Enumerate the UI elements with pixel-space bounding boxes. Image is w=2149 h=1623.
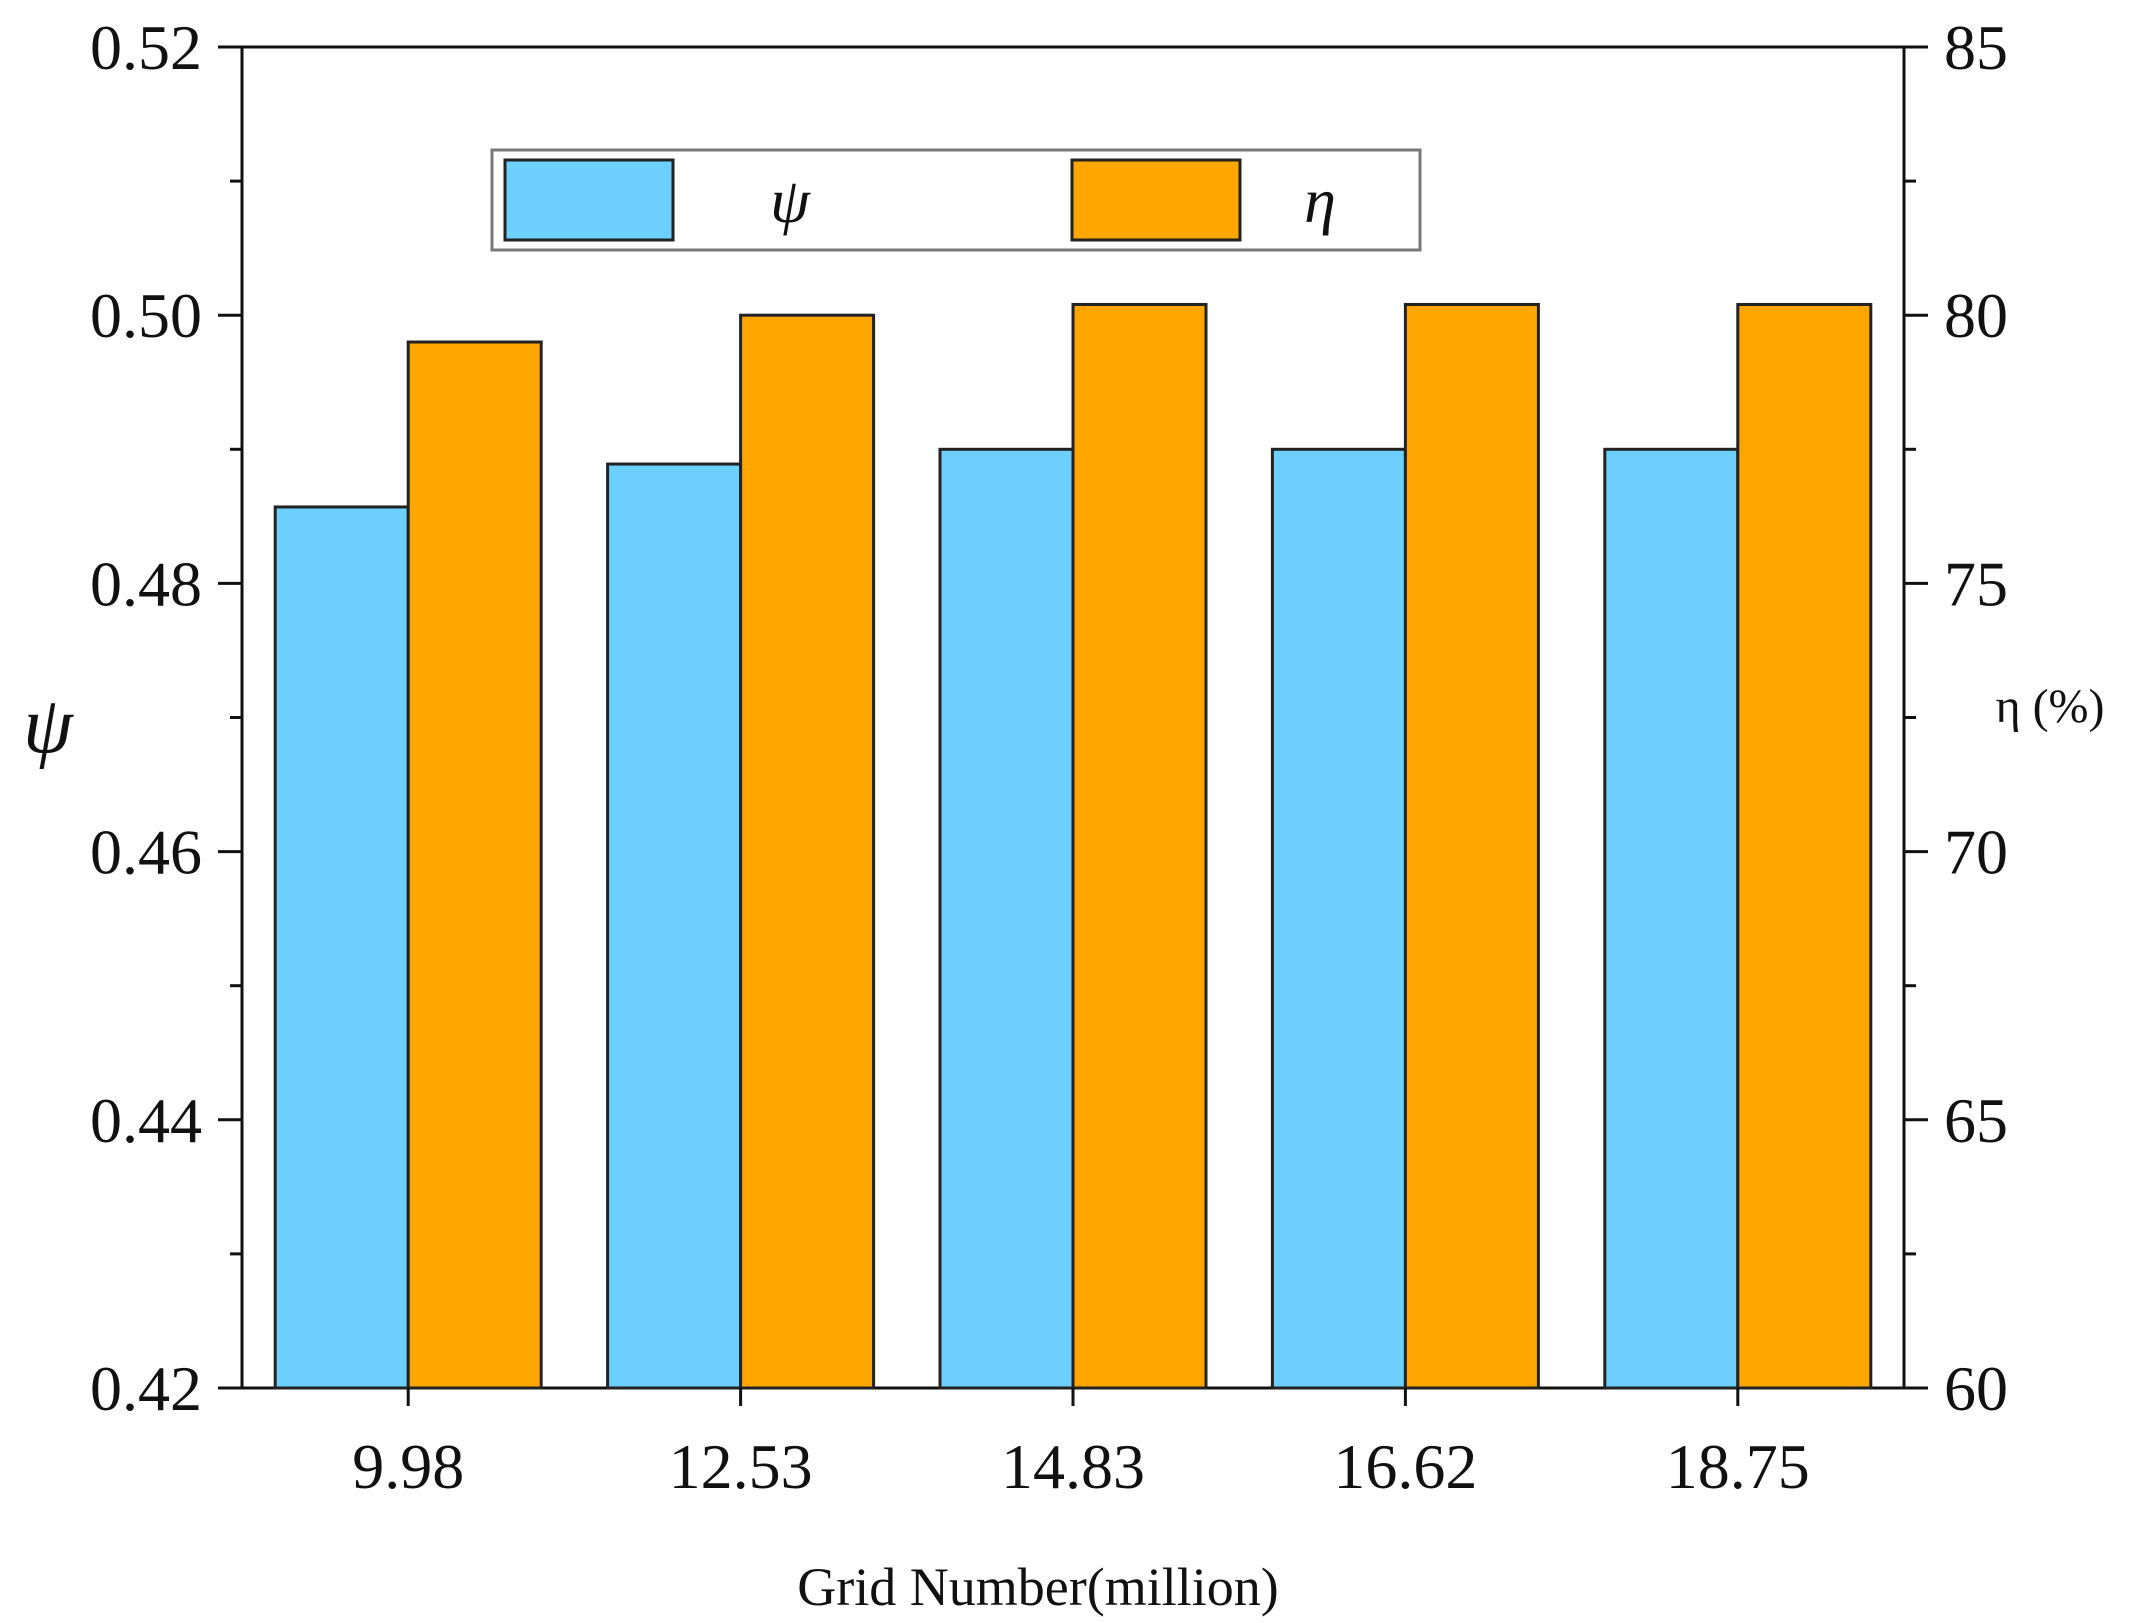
bar-psi-9.98: [273, 505, 410, 1390]
x-tick-label: 12.53: [669, 1431, 813, 1502]
y-right-tick-label: 75: [1944, 548, 2008, 619]
bar-psi-18.75: [1603, 447, 1740, 1390]
bar-psi-14.83: [938, 447, 1075, 1390]
y-right-tick-label: 70: [1944, 817, 2008, 888]
y-left-tick-label: 0.46: [90, 817, 202, 888]
y-left-tick-label: 0.44: [90, 1085, 202, 1156]
y-axis-left-title: ψ: [23, 682, 74, 770]
bar-eta-9.98: [406, 340, 543, 1390]
ticks-group: 9.98 12.53 14.83 16.62 18.75 0.42 0.44 0.46 0.48…: [90, 12, 2008, 1502]
bar-eta-16.62: [1403, 302, 1540, 1390]
bar-psi-16.62: [1270, 447, 1407, 1390]
y-right-tick-label: 65: [1944, 1085, 2008, 1156]
bar-eta-18.75: [1736, 302, 1873, 1390]
bars-group: [273, 302, 1873, 1390]
legend-swatch-eta: [1070, 158, 1242, 242]
bar-psi-12.53: [606, 462, 743, 1390]
legend-label-psi: ψ: [770, 165, 811, 236]
x-tick-label: 14.83: [1001, 1431, 1145, 1502]
legend-swatch-psi: [503, 158, 675, 242]
x-tick-label: 9.98: [352, 1431, 464, 1502]
x-tick-label: 18.75: [1666, 1431, 1810, 1502]
y-left-tick-label: 0.42: [90, 1353, 202, 1424]
bar-eta-12.53: [739, 313, 876, 1390]
y-left-tick-label: 0.48: [90, 548, 202, 619]
y-left-tick-label: 0.52: [90, 12, 202, 83]
y-axis-right-title: η (%): [1995, 680, 2104, 733]
legend: ψ η: [490, 148, 1422, 252]
y-left-tick-label: 0.50: [90, 280, 202, 351]
legend-label-eta: η: [1304, 165, 1336, 236]
x-tick-label: 16.62: [1333, 1431, 1477, 1502]
x-axis-title: Grid Number(million): [797, 1557, 1278, 1617]
y-right-tick-label: 80: [1944, 280, 2008, 351]
bar-eta-14.83: [1071, 302, 1208, 1390]
y-right-tick-label: 85: [1944, 12, 2008, 83]
y-right-tick-label: 60: [1944, 1353, 2008, 1424]
